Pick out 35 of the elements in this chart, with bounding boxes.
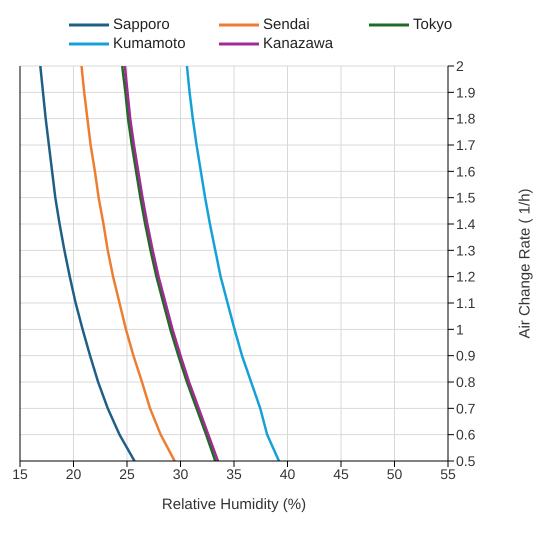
line-series: [80, 66, 176, 461]
y-tick-label: 1.6: [456, 163, 476, 180]
y-tick-label: 0.7: [456, 400, 476, 416]
y-tick-label: 0.8: [456, 374, 476, 390]
y-tick-label: 0.6: [456, 426, 476, 443]
y-tick-label: 1.2: [456, 268, 476, 285]
y-tick-label: 2: [456, 58, 464, 74]
x-tick-label: 45: [333, 466, 349, 482]
x-tick-label: 20: [66, 466, 82, 482]
y-tick-label: 1: [456, 321, 464, 338]
y-tick-label: 1.1: [456, 294, 476, 311]
y-tick-label: 1.5: [456, 190, 476, 206]
y-axis-title: Air Change Rate ( 1/h): [516, 188, 534, 339]
x-tick-label: 55: [440, 466, 456, 482]
x-tick-label: 25: [119, 466, 135, 482]
legend-label: Sapporo: [113, 16, 170, 33]
y-tick-label: 1.9: [456, 84, 476, 100]
legend-label: Sendai: [263, 16, 310, 33]
x-tick-label: 30: [172, 466, 188, 482]
legend-label: Tokyo: [413, 16, 452, 33]
y-tick-label: 1.7: [456, 136, 476, 153]
x-axis-title: Relative Humidity (%): [162, 496, 306, 513]
legend-label: Kanazawa: [263, 35, 334, 52]
y-tick-label: 1.3: [456, 242, 476, 258]
x-tick-label: 35: [226, 466, 242, 482]
line-series: [186, 66, 280, 461]
x-tick-label: 50: [386, 466, 402, 482]
line-series: [39, 66, 136, 461]
y-tick-label: 0.9: [456, 348, 476, 364]
x-tick-label: 15: [12, 466, 28, 482]
x-tick-label: 40: [280, 466, 296, 482]
y-tick-label: 0.5: [456, 452, 476, 469]
legend-label: Kumamoto: [113, 35, 186, 52]
y-tick-label: 1.4: [456, 216, 476, 232]
y-tick-label: 1.8: [456, 110, 476, 127]
